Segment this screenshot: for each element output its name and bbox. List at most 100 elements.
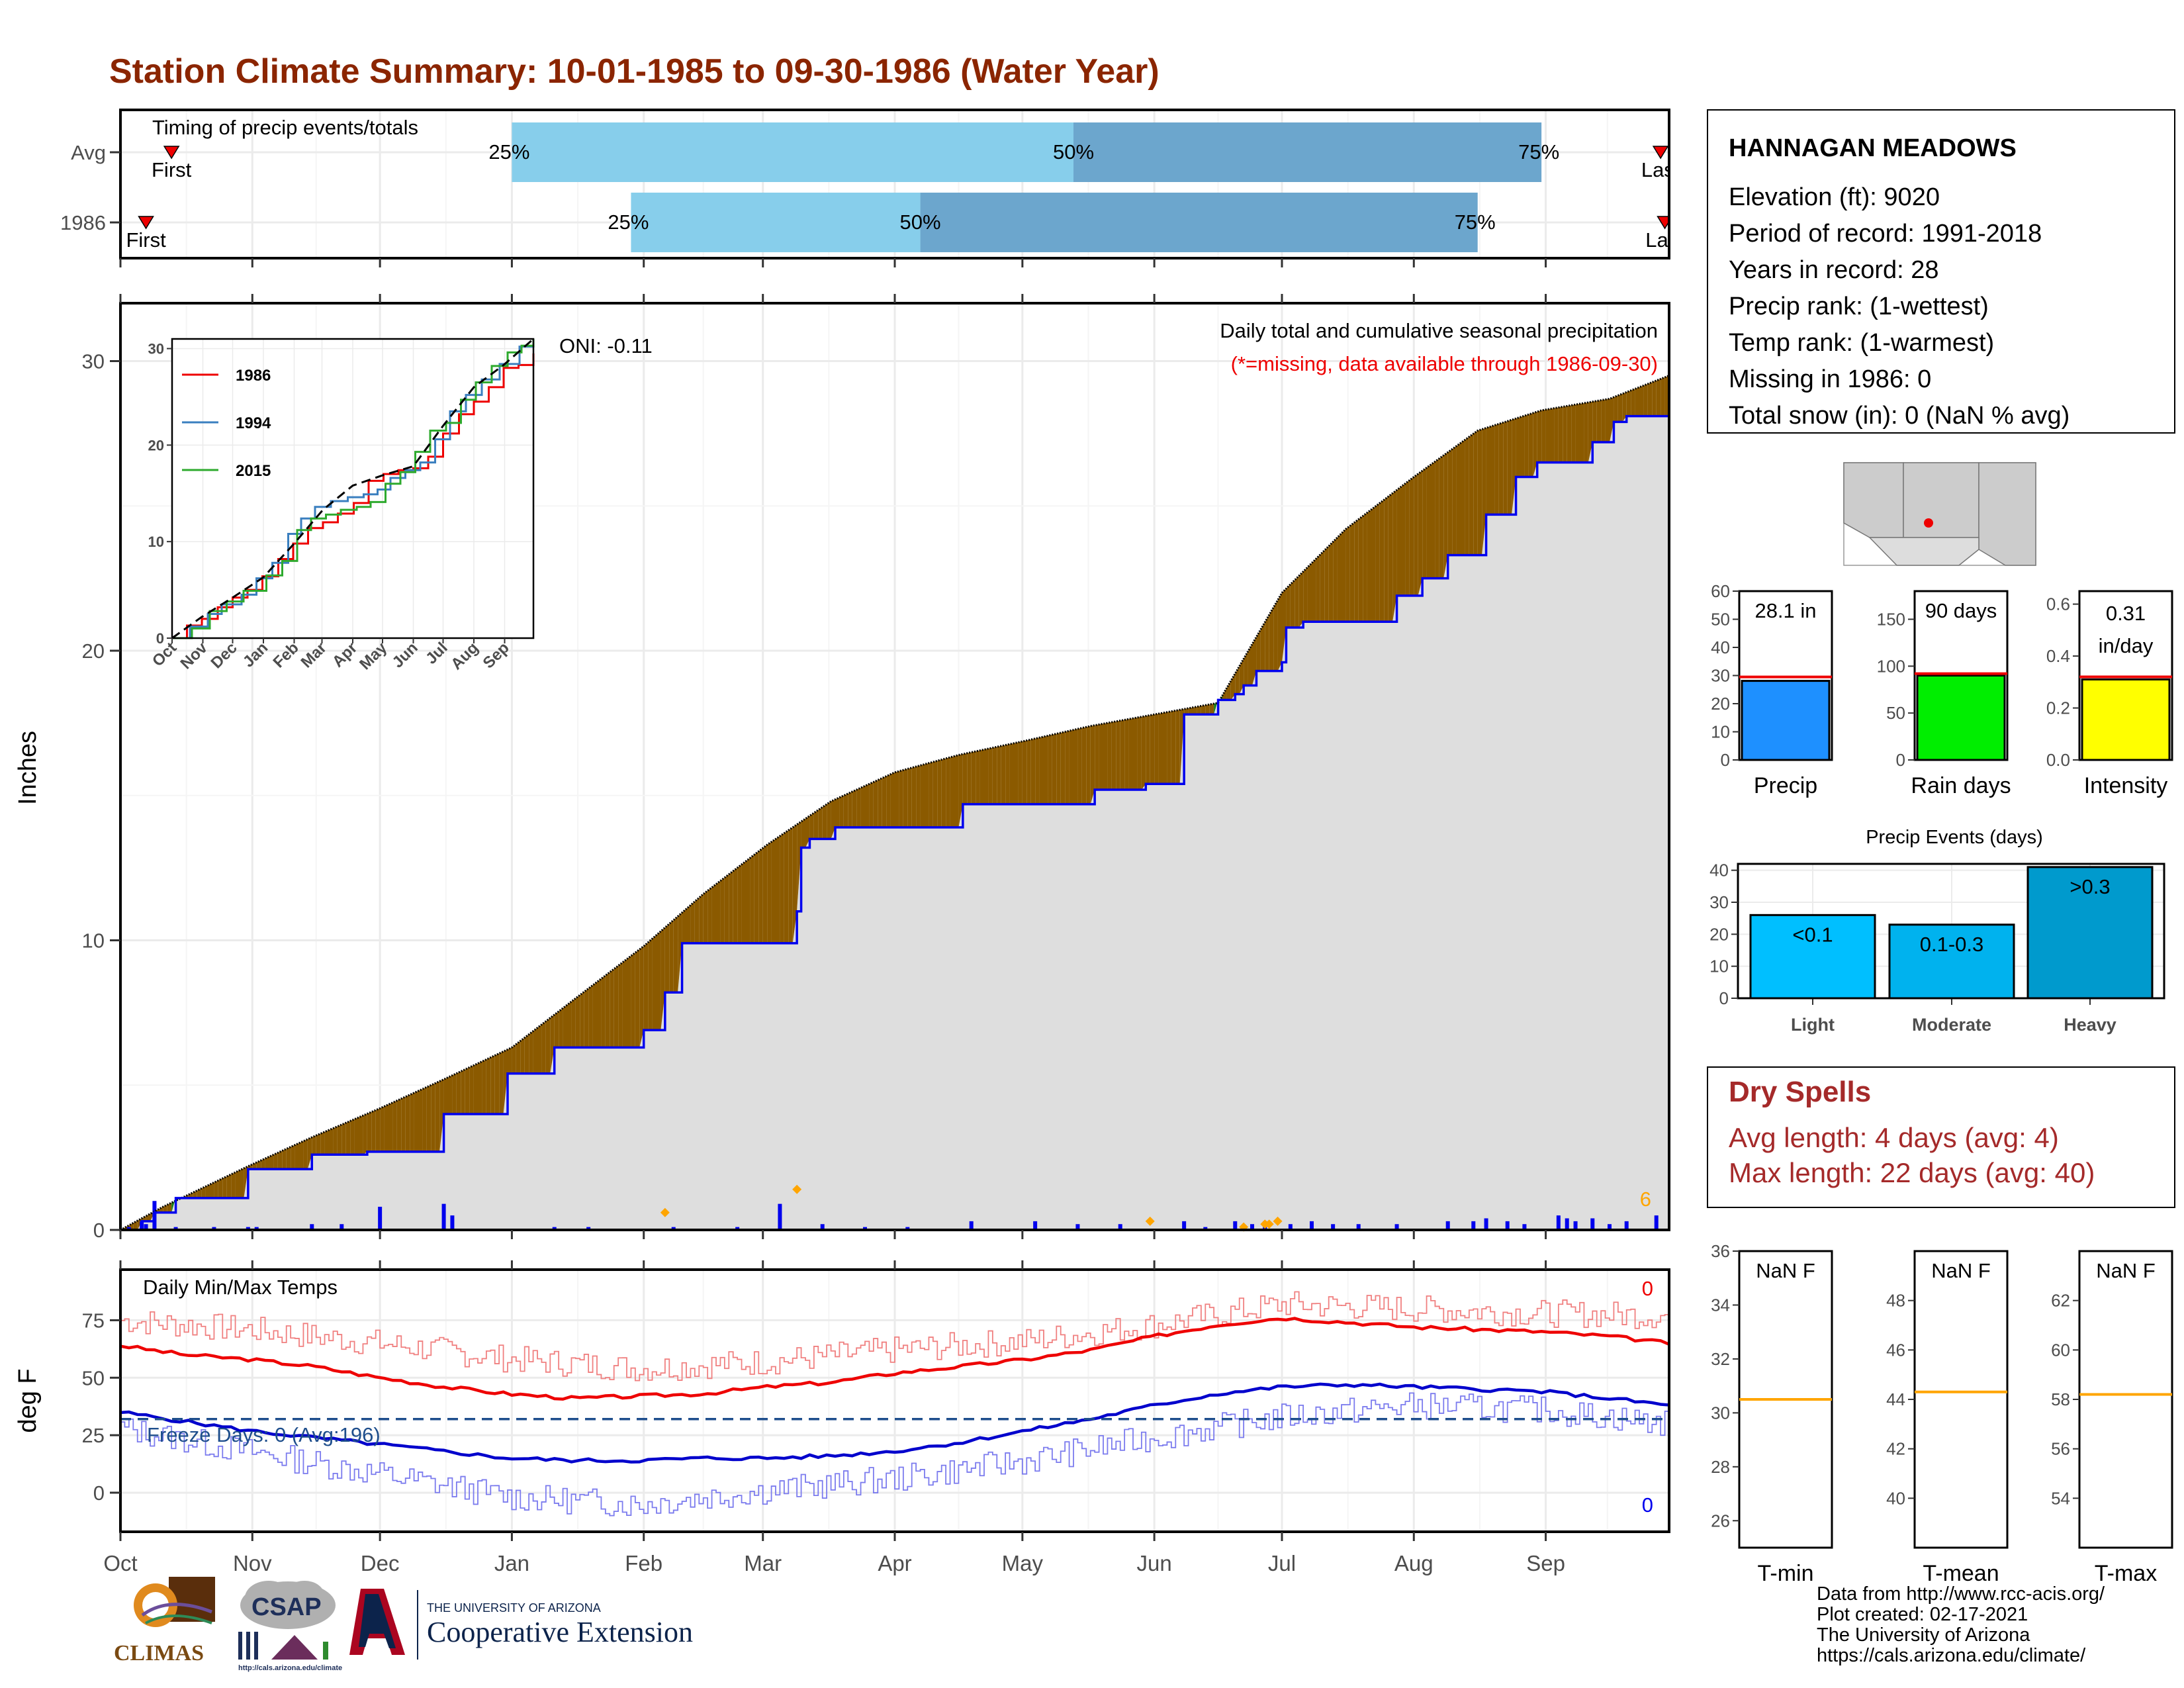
precip-below-avg-fill [520, 1037, 525, 1074]
precip-below-avg-fill [333, 1126, 338, 1155]
precip-below-avg-fill [673, 916, 678, 993]
precip-below-avg-fill [529, 1031, 533, 1074]
precip-daily-bar [1075, 1224, 1080, 1230]
events-ytick-label: 30 [1709, 892, 1729, 912]
precip-below-avg-fill [1354, 519, 1359, 622]
precip-below-avg-fill [1617, 393, 1623, 422]
timing-bar-q50-q75 [1073, 122, 1542, 182]
logos: CLIMAS CSAP http://cals.arizona.edu/clim… [106, 1575, 741, 1675]
precip-below-avg-fill [1048, 734, 1052, 804]
precip-below-avg-fill [584, 988, 589, 1048]
precip-below-avg-fill [1337, 533, 1342, 622]
precip-below-avg-fill [627, 956, 631, 1048]
precip-below-avg-fill [1345, 526, 1350, 622]
rank-bar [1741, 680, 1831, 761]
precip-below-avg-fill [733, 867, 738, 943]
inset-ytick-label: 0 [156, 630, 164, 647]
precip-daily-bar [1331, 1224, 1336, 1230]
timing-q75-label: 75% [1518, 140, 1559, 164]
temp-box-ytick-label: 56 [2051, 1439, 2070, 1459]
precip-below-avg-fill [588, 985, 593, 1048]
precip-below-avg-fill [1375, 502, 1380, 622]
precip-below-avg-fill [1333, 538, 1338, 622]
precip-below-avg-fill [669, 919, 674, 993]
precip-below-avg-fill [1009, 743, 1014, 804]
precip-below-avg-fill [614, 965, 619, 1048]
precip-below-avg-fill [699, 894, 704, 943]
precip-daily-bar [1394, 1224, 1399, 1230]
precip-below-avg-fill [639, 946, 644, 1048]
precip-below-avg-fill [452, 1073, 457, 1114]
temp-avg-min-line [120, 1382, 1670, 1464]
precip-below-avg-fill [1498, 422, 1504, 515]
precip-below-avg-fill [1128, 718, 1133, 790]
precip-below-avg-fill [226, 1174, 232, 1198]
precip-below-avg-fill [1379, 499, 1385, 622]
precip-below-avg-fill [678, 912, 682, 993]
csap-url: http://cals.arizona.edu/climate [238, 1664, 342, 1672]
footer-line-1: Data from http://www.rcc-acis.org/ [1817, 1583, 2105, 1605]
precip-below-avg-fill [648, 939, 653, 1031]
precip-below-avg-fill [937, 759, 942, 827]
precip-below-avg-fill [988, 747, 993, 804]
main-title: Station Climate Summary: 10-01-1985 to 0… [109, 52, 1160, 91]
precip-below-avg-fill [303, 1139, 308, 1170]
temp-ylabel: deg F [14, 1368, 42, 1432]
temp-box-ytick-label: 44 [1886, 1389, 1905, 1409]
temp-obs-max-line [120, 1291, 1670, 1382]
temp-ytick-label: 50 [82, 1366, 105, 1389]
temp-boxes: 26 28 30 32 34 36 NaN F T-min 40 42 44 46 48 NaN F T-m… [1711, 1241, 2173, 1586]
rank-ytick-label: 150 [1877, 610, 1905, 630]
precip-below-avg-fill [890, 772, 895, 827]
precip-cumulative-lines [120, 374, 1670, 1231]
precip-below-avg-fill [869, 782, 874, 827]
temp-box-value: NaN F [1931, 1259, 1991, 1282]
precip-below-avg-fill [1316, 554, 1320, 622]
precip-below-avg-fill [1081, 727, 1087, 804]
precip-text-2: (*=missing, data available through 1986-… [1231, 352, 1658, 375]
precip-ylabel: Inches [14, 731, 42, 805]
precip-below-avg-fill [1030, 738, 1036, 804]
precip-below-avg-fill [899, 770, 903, 827]
precip-below-avg-fill [1282, 588, 1287, 663]
precip-below-avg-fill [418, 1089, 423, 1152]
precip-below-avg-fill [256, 1160, 261, 1170]
precip-below-avg-fill [405, 1094, 410, 1152]
temp-box-ytick-label: 58 [2051, 1389, 2070, 1409]
timing-q25-label: 25% [488, 140, 529, 164]
inset-line-1994 [172, 339, 535, 639]
precip-below-avg-fill [1133, 717, 1138, 790]
temp-axes: 0 25 50 75 Oct Nov Dec Jan Feb Mar Apr May Jun Jul Aug… [82, 1260, 1565, 1575]
precip-below-avg-fill [1298, 571, 1304, 628]
precip-daily-bar [310, 1224, 314, 1230]
precip-below-avg-fill [886, 774, 891, 827]
timing-bar-q25-q50 [631, 193, 921, 252]
temp-box-ytick-label: 28 [1711, 1457, 1730, 1477]
precip-below-avg-fill [882, 776, 887, 827]
precip-below-avg-fill [197, 1188, 202, 1198]
month-label: Aug [1394, 1551, 1433, 1575]
station-lines: Elevation (ft): 9020 Period of record: 19… [1729, 183, 2070, 430]
temp-box-ytick-label: 48 [1886, 1291, 1905, 1311]
precip-below-avg-fill [367, 1111, 372, 1152]
precip-below-avg-fill [329, 1128, 334, 1155]
precip-below-avg-fill [852, 790, 857, 827]
precip-below-avg-fill [1146, 715, 1150, 784]
precip-below-avg-fill [1592, 400, 1597, 442]
precip-below-avg-fill [797, 821, 801, 912]
precip-below-avg-fill [920, 764, 925, 827]
precip-below-avg-fill [746, 857, 751, 943]
precip-below-avg-fill [729, 870, 733, 943]
precip-daily-bar [1356, 1224, 1361, 1230]
precip-below-avg-fill [1158, 712, 1163, 784]
timing-bar-q50-q75 [920, 193, 1478, 252]
precip-below-avg-fill [312, 1135, 316, 1155]
timing-q50-label: 50% [900, 211, 941, 234]
precip-below-avg-fill [1197, 706, 1201, 715]
precip-missing-marker [1273, 1216, 1283, 1226]
precip-fills [120, 375, 1669, 1230]
events-bar-label: <0.1 [1792, 923, 1833, 946]
precip-below-avg-fill [1120, 720, 1125, 790]
precip-below-avg-fill [1328, 541, 1334, 622]
